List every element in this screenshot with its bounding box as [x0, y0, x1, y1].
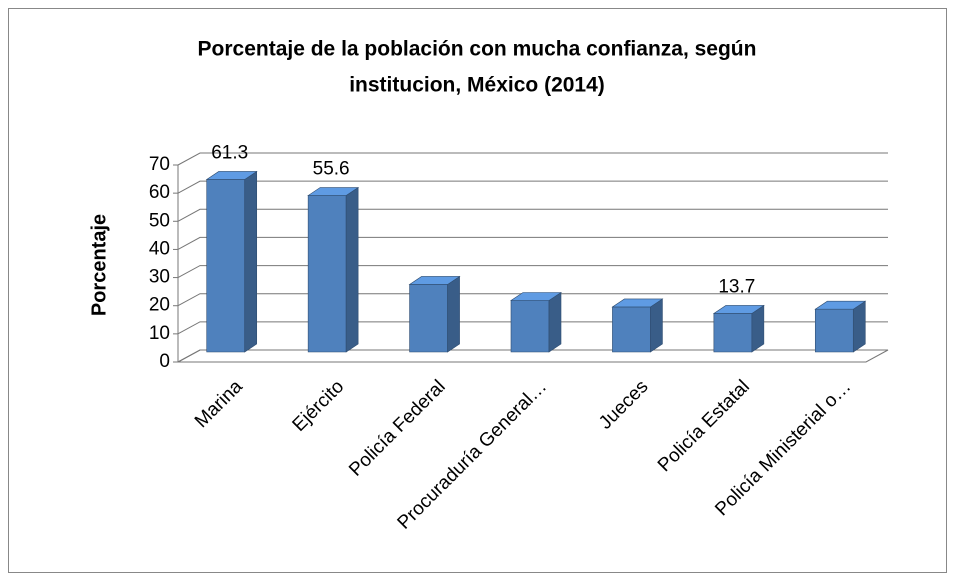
bar-side	[244, 170, 258, 353]
bar-front	[612, 306, 651, 353]
bar	[712, 304, 765, 353]
bar-front	[713, 313, 753, 353]
y-tick-label: 0	[159, 351, 170, 372]
grid-line	[177, 208, 888, 222]
bar-side	[650, 298, 663, 353]
bar-top	[408, 276, 461, 285]
grid-line	[177, 152, 888, 166]
chart-title-line: Porcentaje de la población con mucha con…	[198, 38, 757, 61]
y-tick-label: 10	[149, 323, 170, 344]
bar-side	[345, 186, 359, 353]
data-label: 61.3	[211, 142, 248, 163]
y-tick-label: 60	[149, 182, 170, 203]
bar-top	[510, 292, 562, 301]
y-tick-label: 50	[149, 210, 170, 231]
bar-side	[548, 291, 562, 353]
bar	[510, 291, 562, 353]
bar-top	[611, 298, 664, 308]
y-tick-label: 30	[149, 267, 170, 288]
bar-front	[307, 195, 347, 353]
y-tick-label: 20	[149, 295, 170, 316]
grid-line	[177, 293, 888, 307]
y-axis-title: Porcentaje	[88, 214, 110, 316]
bar-front	[409, 284, 448, 353]
bar-top	[307, 187, 360, 196]
bar-side	[447, 275, 460, 353]
data-label: 55.6	[313, 159, 350, 180]
chart-border	[8, 8, 947, 573]
bar-front	[510, 300, 550, 353]
grid-line	[177, 236, 888, 250]
bar	[307, 186, 360, 353]
grid-line	[177, 180, 888, 194]
bar-front	[814, 308, 854, 353]
grid-line	[177, 349, 888, 363]
bar-side	[852, 300, 866, 353]
bar-top	[814, 300, 867, 310]
bar-top	[205, 171, 258, 180]
bar	[408, 275, 461, 353]
grid-line	[177, 265, 888, 279]
bar	[814, 300, 867, 353]
bar	[611, 298, 664, 353]
bar-front	[206, 179, 246, 353]
bar	[205, 170, 258, 353]
y-tick-label: 40	[149, 238, 170, 259]
bar-top	[712, 305, 765, 314]
data-label: 13.7	[718, 276, 755, 297]
y-tick-label: 70	[149, 154, 170, 175]
chart-title-line: institucion, México (2014)	[349, 74, 605, 97]
